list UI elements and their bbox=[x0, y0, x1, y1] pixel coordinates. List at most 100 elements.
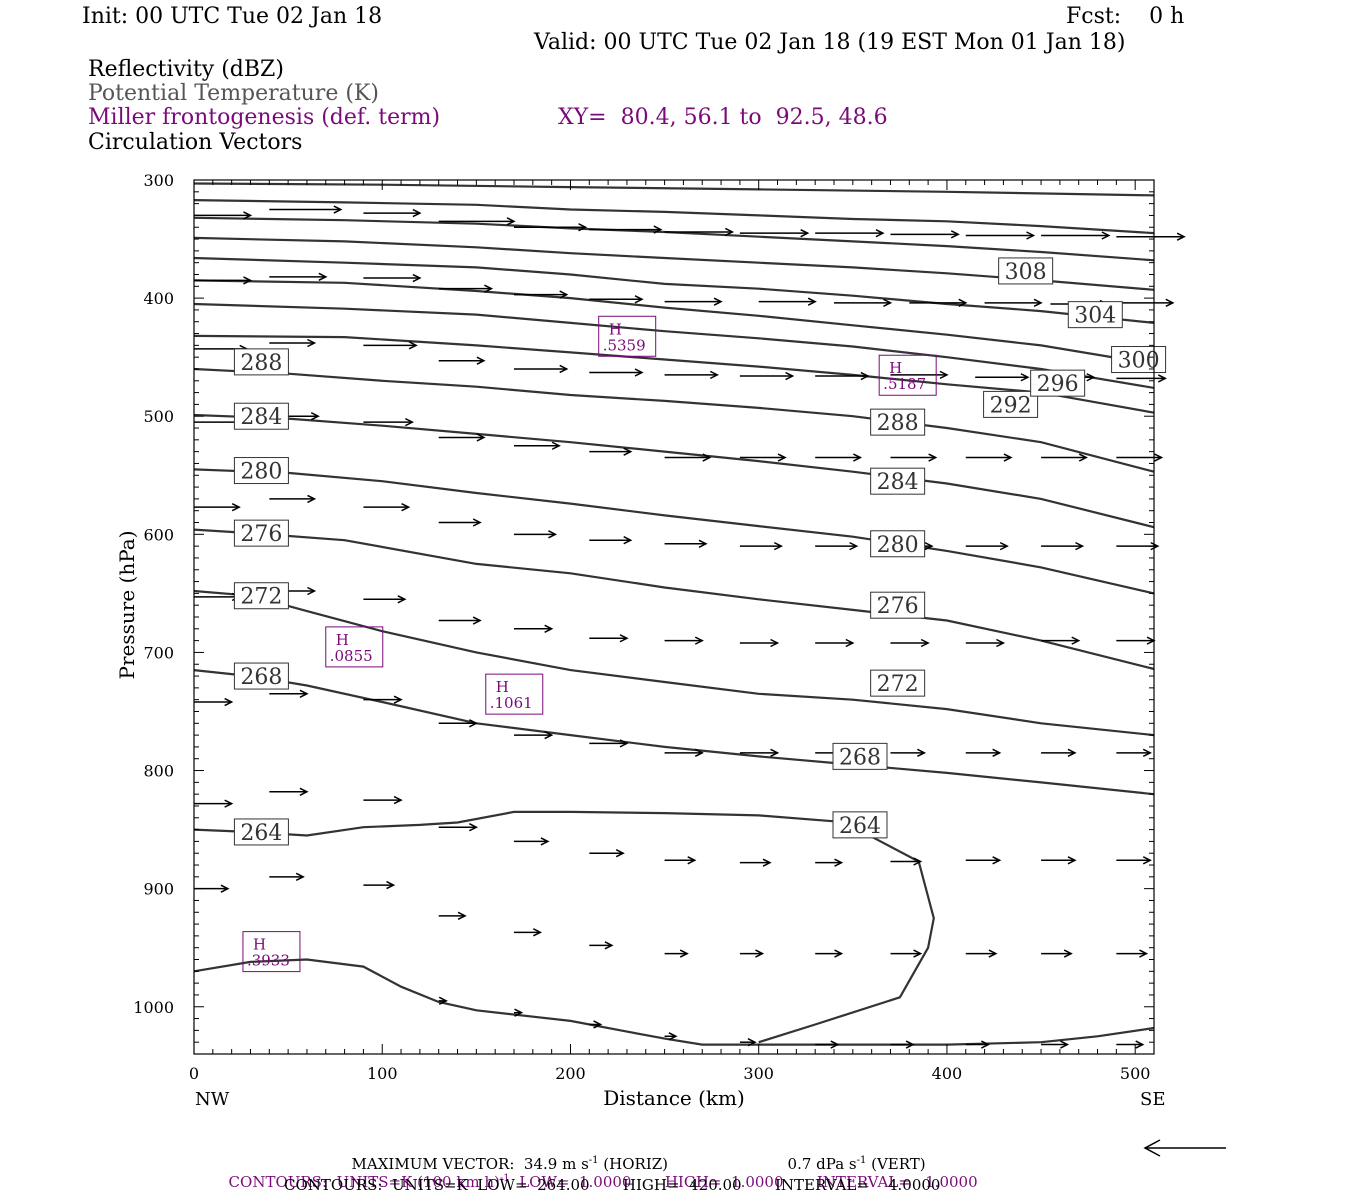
circulation-vector-head bbox=[619, 739, 629, 748]
circulation-vector-head bbox=[548, 530, 558, 539]
valid-time: Valid: 00 UTC Tue 02 Jan 18 (19 EST Mon … bbox=[534, 30, 1126, 55]
frontogenesis-high-box bbox=[485, 673, 544, 715]
circulation-vector-head bbox=[785, 371, 795, 381]
isentrope-unlabeled bbox=[193, 182, 1155, 197]
circulation-vector-head bbox=[1078, 453, 1088, 462]
circulation-vector-head bbox=[333, 205, 343, 214]
circulation-vector-head bbox=[905, 1040, 915, 1049]
y-tick-label: 400 bbox=[143, 289, 174, 308]
circulation-vector-head bbox=[725, 227, 735, 237]
axes-layer: 300 400 500 600 700 800 900 1000 0 100 200 300 400 50… bbox=[133, 171, 1155, 1083]
circulation-vector-head bbox=[920, 638, 930, 648]
isentrope-label-box bbox=[233, 582, 289, 610]
circulation-vector-head bbox=[469, 719, 479, 728]
isentrope-label: 264 bbox=[839, 814, 881, 839]
isentrope-280 bbox=[193, 468, 1155, 595]
circulation-vector-head bbox=[834, 858, 844, 867]
circulation-vector-head bbox=[1075, 541, 1085, 551]
x-tick-label: 100 bbox=[367, 1064, 398, 1083]
circulation-vector-head bbox=[917, 748, 927, 757]
circulation-vector-head bbox=[1003, 453, 1013, 462]
x-tick-label: 400 bbox=[932, 1064, 963, 1083]
isentrope-308 bbox=[193, 236, 1155, 291]
isentrope-label: 296 bbox=[1037, 372, 1079, 397]
max-vector-vert-value: 0.7 dPa s bbox=[787, 1155, 857, 1173]
isentrope-304 bbox=[193, 256, 1155, 324]
circulation-vector-head bbox=[830, 1040, 840, 1049]
circulation-vector-head bbox=[220, 884, 230, 893]
circulation-vector-head bbox=[694, 748, 704, 757]
circulation-vector-head bbox=[1165, 298, 1175, 308]
frontogenesis-high-box bbox=[878, 354, 937, 396]
max-vector-line: MAXIMUM VECTOR: 34.9 m s-1 (HORIZ) bbox=[342, 1141, 668, 1172]
circulation-vector-head bbox=[634, 295, 644, 304]
x-tick-label: 0 bbox=[189, 1064, 199, 1083]
circulation-vector-head bbox=[698, 539, 708, 548]
plot-frame bbox=[193, 179, 1155, 1055]
isentrope-layer bbox=[193, 182, 1155, 1046]
isentrope-label-box bbox=[870, 467, 926, 495]
circulation-vector-head bbox=[476, 433, 486, 442]
isentrope-unlabeled bbox=[193, 958, 1155, 1046]
circulation-vector-head bbox=[770, 638, 780, 648]
init-time: Init: 00 UTC Tue 02 Jan 18 bbox=[82, 4, 383, 29]
circulation-vector-head bbox=[747, 1038, 757, 1047]
circulation-vector-head bbox=[397, 595, 407, 604]
isentrope-label-box bbox=[233, 818, 289, 846]
circulation-vector-head bbox=[1026, 231, 1036, 240]
circulation-vector-head bbox=[619, 634, 629, 643]
circulation-vector-head bbox=[653, 225, 663, 234]
isentrope-label-box bbox=[870, 591, 926, 619]
legend-frontogenesis: Miller frontogenesis (def. term) bbox=[88, 105, 441, 130]
circulation-vector-head bbox=[773, 541, 783, 551]
isentrope-label: 272 bbox=[877, 672, 919, 697]
max-vector-horiz: MAXIMUM VECTOR: 34.9 m s bbox=[351, 1155, 589, 1173]
circulation-vector-head bbox=[634, 368, 644, 377]
isentrope-292 bbox=[193, 334, 1155, 414]
max-vector-vert: 0.7 dPa s-1 (VERT) bbox=[778, 1141, 926, 1172]
circulation-vector-head bbox=[514, 1008, 524, 1017]
circulation-vector-head bbox=[713, 297, 723, 306]
circulation-vector-head bbox=[307, 586, 317, 596]
y-tick-label: 500 bbox=[143, 407, 174, 426]
isentrope-288 bbox=[193, 367, 1155, 473]
y-tick-label: 300 bbox=[143, 171, 174, 190]
isentrope-284 bbox=[193, 413, 1155, 529]
circulation-vector-head bbox=[604, 941, 614, 950]
isentrope-unlabeled bbox=[193, 216, 1155, 262]
frontogenesis-high-value: .3933 bbox=[247, 952, 290, 970]
legend-reflectivity: Reflectivity (dBZ) bbox=[88, 57, 284, 82]
isentrope-268 bbox=[193, 669, 1155, 796]
max-vector-vert-exponent: -1 bbox=[856, 1155, 867, 1166]
isentrope-label-layer: 264 264 268 268 272 272 276 276 280 280 284 284 288 2… bbox=[233, 257, 1167, 846]
circulation-vector-head bbox=[1150, 541, 1160, 551]
frontogenesis-high-value: .5187 bbox=[883, 375, 926, 393]
isentrope-label: 272 bbox=[240, 585, 282, 610]
isentrope-label-box bbox=[870, 530, 926, 558]
isentrope-296 bbox=[193, 302, 1155, 389]
circulation-vector-head bbox=[457, 911, 467, 920]
circulation-vector-head bbox=[551, 441, 561, 450]
isentrope-label-box bbox=[870, 669, 926, 697]
circulation-vector-head bbox=[1135, 1040, 1145, 1049]
contours-frontogenesis-range: LOW= 1.0000 HIGH= 1.0000 INTERVAL= 1.000… bbox=[509, 1173, 978, 1191]
circulation-vector-head bbox=[307, 494, 317, 504]
contours-frontogenesis-units: CONTOURS: UNITS=K (100 km h) bbox=[228, 1173, 500, 1191]
isentrope-272 bbox=[193, 589, 1155, 737]
x-tick-label: 500 bbox=[1120, 1064, 1151, 1083]
circulation-vector-head bbox=[540, 837, 550, 846]
circulation-vector-head bbox=[1142, 856, 1152, 865]
frontogenesis-high-value: .1061 bbox=[490, 694, 533, 712]
circulation-vector-head bbox=[770, 748, 780, 757]
circulation-vector-head bbox=[1139, 949, 1149, 958]
isentrope-label-box bbox=[1111, 346, 1167, 374]
circulation-vector-head bbox=[506, 217, 516, 226]
circulation-vector-head bbox=[224, 697, 234, 707]
y-tick-label: 800 bbox=[143, 762, 174, 781]
circulation-vector-head bbox=[401, 502, 411, 512]
isentrope-label-box bbox=[870, 408, 926, 436]
x-end-label-nw: NW bbox=[195, 1089, 230, 1110]
circulation-vector-head bbox=[438, 996, 448, 1006]
circulation-vector-head bbox=[386, 880, 396, 890]
x-tick-label: 300 bbox=[743, 1064, 774, 1083]
